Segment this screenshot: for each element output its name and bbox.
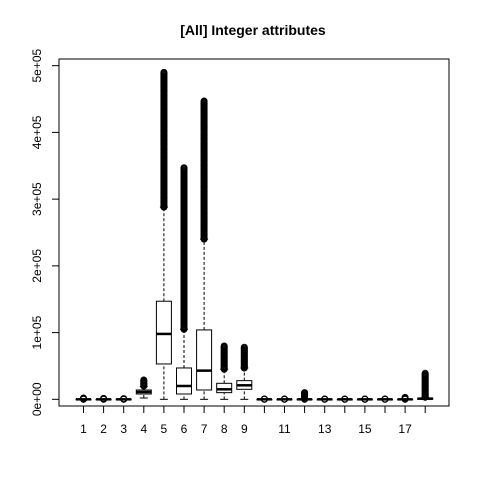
outlier-points [361, 395, 369, 403]
x-tick-label: 2 [100, 422, 107, 436]
outlier-point [421, 393, 429, 401]
boxes [75, 68, 434, 403]
box-group [296, 389, 313, 403]
box-group [417, 369, 434, 401]
box-iqr [176, 367, 192, 395]
outlier-point [361, 395, 369, 403]
box-group [377, 395, 393, 403]
box-group [256, 395, 273, 403]
x-tick-label: 7 [201, 422, 208, 436]
box-group [336, 395, 353, 403]
x-tick-label: 11 [278, 422, 291, 436]
box-group [356, 395, 373, 403]
outlier-point [80, 395, 87, 403]
box-iqr [196, 329, 213, 391]
outlier-point [341, 395, 349, 403]
outlier-points [140, 376, 148, 390]
outlier-points [100, 394, 108, 403]
box-iqr [216, 382, 233, 394]
outlier-point [321, 395, 329, 403]
x-tick-label: 13 [318, 422, 332, 436]
outlier-point [240, 364, 248, 372]
outlier-points [401, 393, 409, 403]
box-iqr [155, 300, 172, 365]
x-tick-label: 4 [140, 422, 147, 436]
outlier-point [220, 365, 228, 373]
outlier-point [120, 395, 128, 403]
outlier-point [100, 395, 108, 403]
outlier-points [200, 97, 208, 243]
outlier-point [260, 395, 268, 403]
outlier-points [341, 395, 349, 403]
x-tick-label: 6 [181, 422, 188, 436]
box-group [236, 343, 253, 400]
outlier-points [321, 395, 329, 403]
outlier-point [301, 395, 309, 403]
box-group [397, 393, 414, 403]
x-tick-label: 5 [161, 422, 168, 436]
outlier-point [180, 325, 188, 333]
y-tick-label: 4e+05 [30, 115, 44, 149]
outlier-points [160, 68, 168, 211]
outlier-points [260, 395, 268, 403]
y-axis: 0e+00 1e+05 2e+05 3e+05 4e+05 5e+05 [30, 48, 60, 416]
outlier-point [200, 235, 208, 243]
y-tick-label: 1e+05 [30, 315, 44, 349]
outlier-points [381, 395, 389, 403]
box-group [316, 395, 333, 403]
outlier-point [160, 203, 168, 211]
box-group [216, 342, 233, 400]
box-group [115, 395, 132, 403]
y-tick-label: 0e+00 [30, 382, 44, 416]
x-tick-label: 15 [358, 422, 372, 436]
outlier-points [421, 369, 429, 401]
outlier-point [281, 395, 288, 403]
box-group [276, 395, 293, 403]
outlier-points [80, 394, 87, 403]
box-group [196, 97, 213, 400]
x-tick-label: 3 [120, 422, 127, 436]
outlier-points [240, 343, 248, 372]
box-group [155, 68, 172, 400]
box-group [95, 394, 112, 403]
y-tick-label: 2e+05 [30, 249, 44, 283]
box-group [75, 394, 92, 403]
outlier-points [301, 389, 309, 403]
box-group [135, 376, 152, 399]
chart-title: [All] Integer attributes [180, 22, 326, 38]
outlier-points [281, 395, 288, 403]
outlier-point [401, 395, 409, 403]
outlier-points [120, 395, 128, 403]
x-tick-label: 17 [398, 422, 412, 436]
outlier-points [220, 342, 228, 373]
x-axis: 1 2 3 4 5 6 7 8 9 11 13 15 17 [80, 405, 426, 436]
x-tick-label: 9 [241, 422, 248, 436]
x-tick-label: 8 [221, 422, 228, 436]
box-group [176, 164, 192, 400]
outlier-points [180, 164, 188, 333]
y-tick-label: 5e+05 [30, 48, 44, 82]
x-tick-label: 1 [80, 422, 87, 436]
outlier-point [140, 382, 148, 390]
outlier-point [381, 395, 389, 403]
y-tick-label: 3e+05 [30, 182, 44, 216]
